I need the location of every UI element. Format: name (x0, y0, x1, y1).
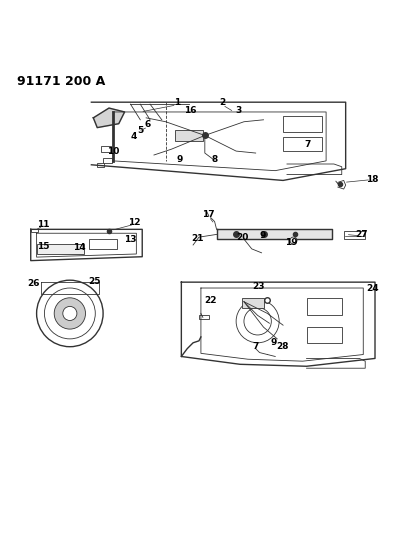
Circle shape (54, 298, 85, 329)
Text: 22: 22 (204, 296, 217, 305)
Bar (103, 158, 112, 163)
Text: 24: 24 (366, 284, 379, 293)
Circle shape (63, 306, 77, 320)
Bar (283, 138, 322, 151)
Text: 12: 12 (128, 218, 141, 227)
Bar (344, 230, 365, 239)
Text: 9: 9 (270, 338, 277, 348)
Bar (101, 146, 111, 152)
Text: 15: 15 (37, 243, 50, 252)
Circle shape (244, 308, 271, 335)
Text: 28: 28 (276, 342, 288, 351)
Text: 1: 1 (174, 99, 180, 108)
Text: 19: 19 (284, 238, 297, 247)
Text: 6: 6 (145, 120, 151, 130)
Text: 21: 21 (191, 234, 203, 243)
Bar (31, 229, 38, 232)
Text: 13: 13 (124, 235, 137, 244)
Text: 23: 23 (253, 282, 265, 292)
Text: 11: 11 (37, 220, 50, 229)
Text: 4: 4 (130, 132, 137, 141)
Text: 25: 25 (88, 277, 101, 286)
Text: 20: 20 (236, 233, 248, 241)
Bar (97, 163, 104, 167)
Text: 5: 5 (137, 126, 143, 135)
Bar (307, 298, 342, 316)
Text: 3: 3 (235, 106, 241, 115)
Bar (199, 314, 209, 319)
Text: 14: 14 (72, 243, 85, 252)
Text: 9: 9 (176, 155, 182, 164)
Text: 9: 9 (260, 231, 266, 240)
Text: 10: 10 (107, 147, 119, 156)
Bar (175, 130, 203, 141)
Text: 18: 18 (366, 175, 379, 184)
Bar (89, 239, 117, 249)
Circle shape (45, 288, 95, 339)
Bar (283, 116, 322, 132)
Text: 26: 26 (27, 279, 40, 288)
Text: 2: 2 (219, 99, 225, 108)
Bar (242, 298, 264, 308)
Bar (37, 244, 84, 254)
Text: 91171 200 A: 91171 200 A (17, 75, 105, 87)
Text: 7: 7 (304, 140, 310, 149)
Circle shape (236, 300, 279, 343)
Bar (307, 327, 342, 343)
Polygon shape (93, 108, 125, 127)
Polygon shape (217, 229, 332, 239)
Text: 7: 7 (253, 342, 259, 351)
Text: 17: 17 (203, 211, 215, 220)
Text: 8: 8 (212, 155, 218, 164)
Text: 16: 16 (184, 106, 197, 115)
Circle shape (37, 280, 103, 346)
Text: 27: 27 (355, 230, 368, 239)
